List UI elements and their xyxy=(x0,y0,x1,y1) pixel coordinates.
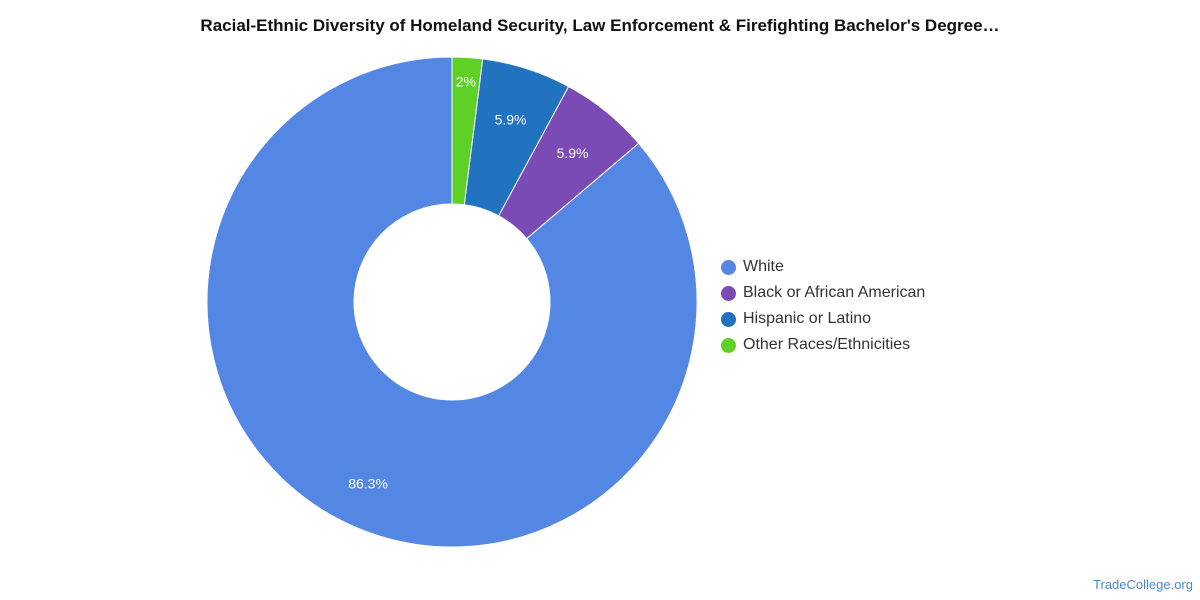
legend: White Black or African American Hispanic… xyxy=(721,254,925,358)
legend-item-white[interactable]: White xyxy=(721,254,925,280)
slice-label: 5.9% xyxy=(495,112,527,128)
legend-item-hispanic-or-latino[interactable]: Hispanic or Latino xyxy=(721,306,925,332)
slices-group xyxy=(206,56,698,548)
legend-swatch xyxy=(721,285,736,301)
slice-labels-group: 86.3% 5.9% 5.9% 2% xyxy=(348,73,588,491)
chart-title: Racial-Ethnic Diversity of Homeland Secu… xyxy=(200,16,1000,35)
legend-swatch xyxy=(721,259,736,275)
slice-label: 86.3% xyxy=(348,476,388,492)
slice-white[interactable] xyxy=(206,56,698,548)
legend-label: Black or African American xyxy=(743,284,926,301)
legend-item-black-or-african-american[interactable]: Black or African American xyxy=(721,280,925,306)
slice-other-races-ethnicities[interactable] xyxy=(451,56,484,206)
slice-label: 2% xyxy=(456,73,476,89)
legend-swatch xyxy=(721,337,736,353)
legend-swatch xyxy=(721,311,736,327)
legend-label: Hispanic or Latino xyxy=(743,310,872,327)
legend-item-other-races-ethnicities[interactable]: Other Races/Ethnicities xyxy=(721,332,925,358)
legend-label: Other Races/Ethnicities xyxy=(743,336,911,353)
slice-label: 5.9% xyxy=(557,145,589,161)
legend-label: White xyxy=(743,258,784,275)
source-link[interactable]: TradeCollege.org xyxy=(1093,577,1193,592)
